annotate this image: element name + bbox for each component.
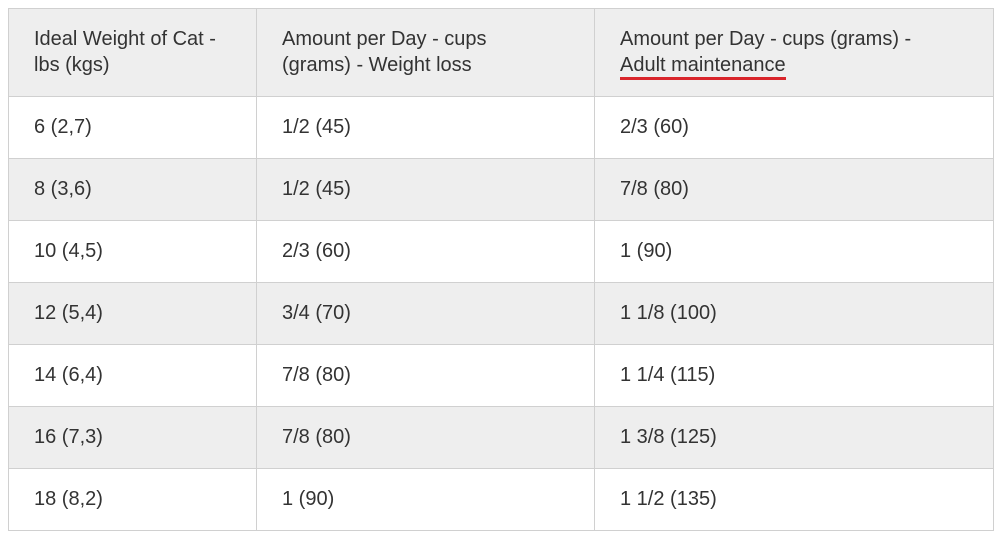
- header-cell: Amount per Day - cups (grams) - Weight l…: [256, 8, 595, 97]
- table-cell: 1 3/8 (125): [594, 406, 994, 469]
- table-cell: 2/3 (60): [594, 96, 994, 159]
- table-cell: 12 (5,4): [8, 282, 257, 345]
- header-row: Ideal Weight of Cat - lbs (kgs) Amount p…: [8, 8, 994, 97]
- table-cell: 3/4 (70): [256, 282, 595, 345]
- table-row: 8 (3,6) 1/2 (45) 7/8 (80): [8, 158, 994, 221]
- header-cell: Amount per Day - cups (grams) - Adult ma…: [594, 8, 994, 97]
- table-cell: 1 (90): [594, 220, 994, 283]
- table-body: 6 (2,7) 1/2 (45) 2/3 (60) 8 (3,6) 1/2 (45) 7/…: [8, 96, 994, 531]
- highlighted-header-text: Adult maintenance: [620, 53, 786, 80]
- table-cell: 1/2 (45): [256, 96, 595, 159]
- table-cell: 2/3 (60): [256, 220, 595, 283]
- table-cell: 7/8 (80): [594, 158, 994, 221]
- table-cell: 7/8 (80): [256, 344, 595, 407]
- table-cell: 18 (8,2): [8, 468, 257, 531]
- table-row: 16 (7,3) 7/8 (80) 1 3/8 (125): [8, 406, 994, 469]
- table-cell: 16 (7,3): [8, 406, 257, 469]
- header-text: Amount per Day - cups (grams) -: [620, 28, 912, 50]
- table-cell: 14 (6,4): [8, 344, 257, 407]
- table-cell: 1 1/8 (100): [594, 282, 994, 345]
- table-row: 14 (6,4) 7/8 (80) 1 1/4 (115): [8, 344, 994, 407]
- table-cell: 10 (4,5): [8, 220, 257, 283]
- table-cell: 7/8 (80): [256, 406, 595, 469]
- table-cell: 8 (3,6): [8, 158, 257, 221]
- table-cell: 1/2 (45): [256, 158, 595, 221]
- table-row: 12 (5,4) 3/4 (70) 1 1/8 (100): [8, 282, 994, 345]
- feeding-table: Ideal Weight of Cat - lbs (kgs) Amount p…: [8, 8, 994, 531]
- table-row: 18 (8,2) 1 (90) 1 1/2 (135): [8, 468, 994, 531]
- header-cell: Ideal Weight of Cat - lbs (kgs): [8, 8, 257, 97]
- table-row: 6 (2,7) 1/2 (45) 2/3 (60): [8, 96, 994, 159]
- table-cell: 1 1/2 (135): [594, 468, 994, 531]
- table-cell: 1 (90): [256, 468, 595, 531]
- table-row: 10 (4,5) 2/3 (60) 1 (90): [8, 220, 994, 283]
- table-cell: 6 (2,7): [8, 96, 257, 159]
- table-cell: 1 1/4 (115): [594, 344, 994, 407]
